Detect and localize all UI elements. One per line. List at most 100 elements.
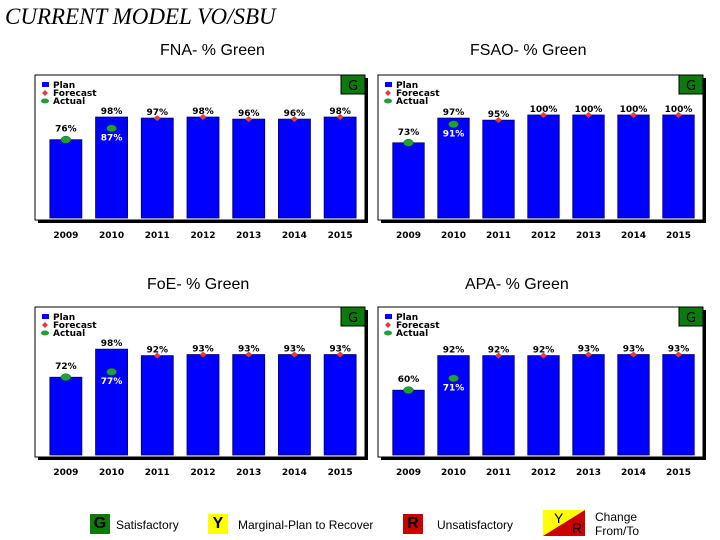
forecast-marker bbox=[540, 112, 547, 118]
bar-plan bbox=[323, 116, 357, 219]
x-tick-label: 2009 bbox=[396, 231, 421, 241]
forecast-marker bbox=[336, 351, 344, 358]
x-tick-label: 2012 bbox=[190, 231, 215, 241]
forecast-marker bbox=[540, 352, 547, 359]
status-badge-green: G bbox=[90, 514, 110, 534]
status-badge bbox=[678, 74, 704, 95]
x-tick-label: 2013 bbox=[236, 231, 261, 241]
bar-plan bbox=[482, 119, 515, 219]
data-label: 98% bbox=[101, 339, 123, 349]
data-label: 93% bbox=[578, 345, 600, 355]
chart-title-apa: APA- % Green bbox=[465, 276, 569, 293]
legend-actual-marker bbox=[41, 330, 49, 336]
status-badge-label: G bbox=[686, 79, 696, 94]
status-badge-red: R bbox=[403, 514, 423, 534]
change-badge-icon bbox=[543, 510, 585, 536]
x-tick-label: 2009 bbox=[396, 468, 421, 478]
bar-plan bbox=[482, 355, 515, 456]
x-tick-label: 2015 bbox=[328, 231, 353, 241]
x-tick-label: 2009 bbox=[53, 231, 78, 241]
actual-marker bbox=[106, 124, 117, 133]
data-label: 100% bbox=[530, 105, 558, 115]
actual-marker bbox=[448, 120, 459, 129]
x-tick-label: 2013 bbox=[236, 468, 261, 478]
legend-plan-swatch bbox=[42, 82, 49, 87]
bar-plan bbox=[49, 376, 83, 456]
x-tick-label: 2011 bbox=[145, 468, 170, 478]
legend-forecast-marker bbox=[42, 322, 48, 328]
legend-forecast-marker bbox=[385, 322, 391, 328]
x-tick-label: 2011 bbox=[145, 231, 170, 241]
data-label: 60% bbox=[398, 375, 420, 385]
legend-forecast-marker bbox=[385, 90, 391, 96]
x-tick-label: 2012 bbox=[531, 468, 556, 478]
data-label: 93% bbox=[668, 345, 690, 355]
bar-plan bbox=[278, 118, 311, 219]
bar-plan bbox=[617, 114, 650, 219]
forecast-marker bbox=[153, 115, 161, 122]
actual-data-label: 71% bbox=[443, 383, 465, 393]
status-badge bbox=[678, 306, 704, 327]
x-tick-label: 2009 bbox=[53, 468, 78, 478]
x-tick-label: 2014 bbox=[621, 231, 646, 241]
chart-title-fna: FNA- % Green bbox=[160, 42, 265, 59]
forecast-marker bbox=[153, 352, 161, 359]
bar-plan bbox=[232, 354, 266, 456]
bar-plan bbox=[437, 355, 470, 456]
data-label: 92% bbox=[147, 346, 169, 356]
x-tick-label: 2010 bbox=[99, 231, 124, 241]
forecast-marker bbox=[630, 351, 637, 358]
bar-plan bbox=[186, 354, 220, 456]
page-title: CURRENT MODEL VO/SBU bbox=[5, 4, 276, 29]
legend-label: Actual bbox=[396, 97, 428, 107]
actual-marker bbox=[106, 368, 117, 376]
forecast-marker bbox=[675, 112, 682, 118]
forecast-marker bbox=[245, 116, 253, 123]
legend-label: Forecast bbox=[396, 89, 440, 99]
legend-label: Plan bbox=[53, 313, 75, 323]
bar-plan bbox=[140, 117, 174, 219]
data-label: 97% bbox=[443, 108, 465, 118]
x-tick-label: 2011 bbox=[486, 231, 511, 241]
data-label: 93% bbox=[238, 345, 260, 355]
actual-marker bbox=[448, 374, 459, 383]
bar-plan bbox=[617, 354, 650, 456]
actual-data-label: 77% bbox=[101, 377, 123, 387]
legend-plan-swatch bbox=[385, 82, 392, 87]
x-tick-label: 2013 bbox=[576, 231, 601, 241]
bar-plan bbox=[437, 117, 470, 219]
bar-plan bbox=[95, 116, 128, 219]
data-label: 100% bbox=[575, 105, 603, 115]
forecast-marker bbox=[495, 117, 502, 124]
x-tick-label: 2015 bbox=[666, 231, 691, 241]
data-label: 95% bbox=[488, 110, 510, 120]
bar-plan bbox=[572, 354, 605, 456]
legend-label: Plan bbox=[396, 313, 418, 323]
x-tick-label: 2011 bbox=[486, 468, 511, 478]
data-label: 98% bbox=[192, 107, 214, 117]
data-label: 92% bbox=[533, 346, 555, 356]
change-badge-to: R bbox=[572, 520, 583, 536]
legend-label: Actual bbox=[53, 97, 85, 107]
status-badge-label: G bbox=[348, 311, 358, 326]
status-badge-label: G bbox=[686, 311, 696, 326]
data-label: 96% bbox=[238, 109, 260, 119]
bar-plan bbox=[95, 348, 128, 456]
forecast-marker bbox=[290, 116, 298, 123]
legend-label: Forecast bbox=[396, 321, 440, 331]
bar-plan bbox=[392, 389, 425, 456]
bar-plan bbox=[232, 118, 266, 219]
legend-label-from-to: From/To bbox=[595, 524, 640, 538]
status-badge bbox=[340, 74, 366, 95]
x-tick-label: 2015 bbox=[666, 468, 691, 478]
data-label: 92% bbox=[443, 346, 465, 356]
legend-label: Forecast bbox=[53, 89, 97, 99]
data-label: 98% bbox=[101, 107, 123, 117]
x-tick-label: 2010 bbox=[441, 231, 466, 241]
data-label: 76% bbox=[55, 125, 77, 135]
data-label: 93% bbox=[329, 345, 351, 355]
forecast-marker bbox=[199, 351, 207, 358]
data-label: 92% bbox=[488, 346, 510, 356]
